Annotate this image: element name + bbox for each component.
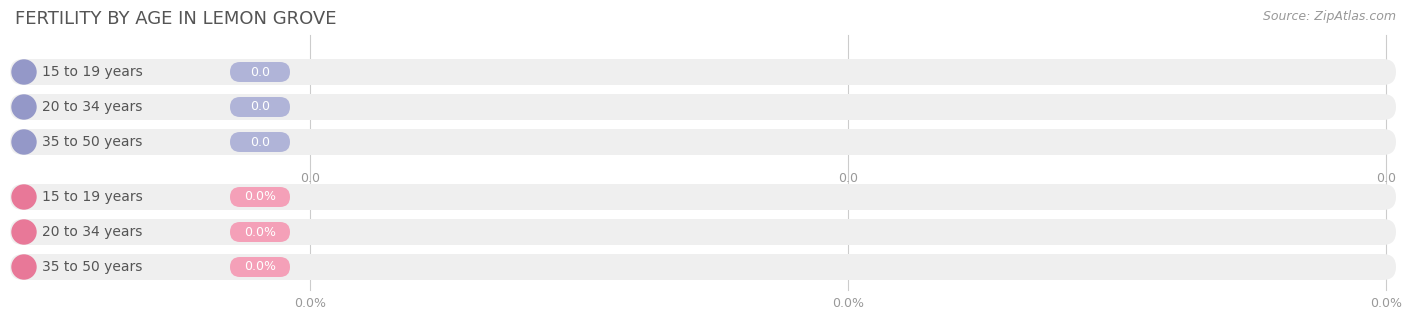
Text: 0.0: 0.0	[250, 101, 270, 114]
FancyBboxPatch shape	[231, 257, 290, 277]
Circle shape	[13, 255, 37, 279]
FancyBboxPatch shape	[231, 187, 290, 207]
Text: 0.0%: 0.0%	[294, 297, 326, 310]
Text: 35 to 50 years: 35 to 50 years	[42, 135, 142, 149]
Text: 0.0: 0.0	[1376, 172, 1396, 185]
Text: 0.0: 0.0	[299, 172, 321, 185]
FancyBboxPatch shape	[231, 97, 290, 117]
Text: 0.0%: 0.0%	[832, 297, 865, 310]
FancyBboxPatch shape	[231, 62, 290, 82]
Text: 0.0: 0.0	[250, 65, 270, 79]
FancyBboxPatch shape	[10, 219, 1396, 245]
Text: 15 to 19 years: 15 to 19 years	[42, 65, 143, 79]
Text: 0.0: 0.0	[838, 172, 858, 185]
FancyBboxPatch shape	[10, 254, 1396, 280]
Text: 20 to 34 years: 20 to 34 years	[42, 100, 142, 114]
FancyBboxPatch shape	[10, 59, 1396, 85]
Circle shape	[13, 130, 37, 154]
FancyBboxPatch shape	[10, 184, 1396, 210]
Text: 0.0%: 0.0%	[245, 190, 276, 204]
Text: 0.0%: 0.0%	[245, 260, 276, 274]
Circle shape	[13, 95, 37, 119]
FancyBboxPatch shape	[231, 222, 290, 242]
Text: 35 to 50 years: 35 to 50 years	[42, 260, 142, 274]
Text: 0.0%: 0.0%	[245, 225, 276, 239]
FancyBboxPatch shape	[10, 94, 1396, 120]
FancyBboxPatch shape	[10, 129, 1396, 155]
Circle shape	[13, 220, 37, 244]
Text: Source: ZipAtlas.com: Source: ZipAtlas.com	[1263, 10, 1396, 23]
Text: 0.0%: 0.0%	[1369, 297, 1402, 310]
Circle shape	[13, 185, 37, 209]
Circle shape	[13, 60, 37, 84]
FancyBboxPatch shape	[231, 132, 290, 152]
Text: 0.0: 0.0	[250, 136, 270, 148]
Text: 20 to 34 years: 20 to 34 years	[42, 225, 142, 239]
Text: FERTILITY BY AGE IN LEMON GROVE: FERTILITY BY AGE IN LEMON GROVE	[15, 10, 336, 28]
Text: 15 to 19 years: 15 to 19 years	[42, 190, 143, 204]
